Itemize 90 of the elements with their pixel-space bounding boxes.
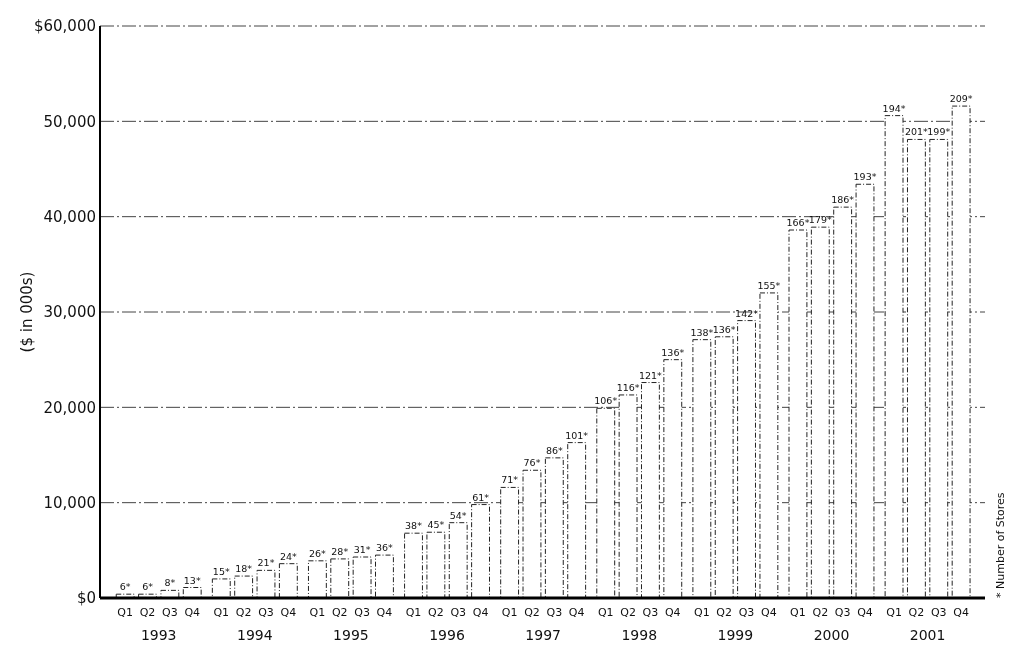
x-tick-label: Q2	[812, 606, 829, 619]
annotation: 179*	[808, 214, 832, 226]
annotation: 155*	[757, 279, 781, 291]
text: 1996	[429, 627, 465, 643]
x-tick-label: Q1	[213, 606, 230, 619]
y-axis-title: ($ in 000s)	[18, 271, 36, 353]
annotation: 166*	[786, 217, 810, 229]
annotation: 86*	[545, 444, 563, 456]
x-tick-label: Q4	[472, 606, 489, 619]
x-tick-label: Q2	[620, 606, 636, 619]
text: 1995	[333, 627, 369, 643]
x-tick-label: Q4	[953, 606, 969, 619]
x-tick-label: Q1	[309, 606, 326, 619]
x-tick-label: Q1	[405, 606, 422, 619]
annotation: 24*	[279, 550, 298, 562]
annotation: 193*	[853, 171, 877, 183]
annotation: 31*	[353, 544, 371, 556]
x-tick-label: Q2	[908, 606, 925, 619]
text: * Number of Stores	[994, 492, 1007, 598]
x-tick-label: Q2	[716, 606, 733, 619]
x-tick-label: Q2	[331, 606, 348, 619]
annotation: 38*	[405, 520, 423, 532]
x-tick-label: Q2	[235, 606, 252, 619]
annotation: 136*	[712, 323, 736, 335]
x-tick-label: Q3	[642, 606, 659, 619]
text: 1997	[525, 627, 561, 643]
x-tick-label: Q2	[139, 606, 156, 619]
text: 2000	[813, 627, 850, 643]
x-tick-label: Q4	[761, 606, 777, 619]
annotation: 8*	[164, 577, 176, 589]
text: 1994	[236, 627, 273, 643]
x-tick-label: Q3	[738, 606, 755, 619]
annotation: 45*	[427, 519, 445, 531]
x-tick-label: Q4	[376, 606, 393, 619]
x-tick-label: Q3	[930, 606, 947, 619]
x-tick-label: Q3	[546, 606, 563, 619]
annotation: 76*	[523, 457, 541, 469]
text: 1998	[621, 627, 658, 643]
y-tick-label: $60,000	[33, 17, 96, 36]
annotation: 201*	[904, 126, 929, 138]
x-tick-label: Q3	[162, 606, 178, 619]
x-tick-label: Q1	[501, 606, 518, 619]
y-tick-label: 40,000	[43, 207, 96, 226]
annotation: 209*	[949, 93, 973, 105]
text: 2001	[909, 627, 946, 643]
x-tick-label: Q1	[886, 606, 902, 619]
x-tick-label: Q4	[857, 606, 873, 619]
annotation: 138*	[690, 326, 714, 338]
annotation: 13*	[183, 574, 201, 586]
x-tick-label: Q2	[428, 606, 444, 619]
annotation: 6*	[119, 581, 131, 593]
annotation: 54*	[449, 509, 467, 521]
annotation: 116*	[616, 381, 640, 393]
x-tick-label: Q1	[790, 606, 806, 619]
annotation: 142*	[735, 307, 759, 319]
annotation: 15*	[212, 565, 230, 577]
x-tick-label: Q1	[117, 606, 134, 619]
annotation: 61*	[472, 491, 490, 503]
annotation: 121*	[638, 369, 663, 381]
annotation: 101*	[565, 429, 589, 441]
x-tick-label: Q4	[664, 606, 681, 619]
x-tick-label: Q4	[184, 606, 201, 619]
text: 1993	[140, 627, 177, 643]
annotation: 6*	[142, 581, 154, 593]
x-tick-label: Q3	[258, 606, 274, 619]
x-tick-label: Q1	[597, 606, 614, 619]
annotation: 71*	[501, 474, 519, 486]
x-tick-label: Q3	[450, 606, 467, 619]
y-tick-label: 50,000	[43, 112, 96, 131]
x-tick-label: Q3	[834, 606, 851, 619]
annotation: 36*	[376, 542, 394, 554]
x-tick-label: Q4	[280, 606, 297, 619]
x-tick-label: Q4	[568, 606, 585, 619]
annotation: 26*	[308, 547, 327, 559]
text: 1999	[717, 627, 754, 643]
annotation: 136*	[661, 346, 685, 358]
x-tick-label: Q1	[694, 606, 710, 619]
x-tick-label: Q2	[524, 606, 540, 619]
y-tick-label: 20,000	[43, 398, 96, 417]
y-tick-label: 10,000	[43, 493, 96, 512]
y-tick-label: 30,000	[43, 303, 96, 322]
annotation: 194*	[882, 102, 906, 114]
y-tick-label: $0	[76, 589, 96, 608]
annotation: 28*	[331, 545, 349, 557]
annotation: 186*	[831, 194, 855, 206]
annotation: 106*	[594, 395, 618, 407]
annotation: 18*	[235, 563, 253, 575]
annotation: 21*	[257, 557, 275, 569]
annotation: 199*	[927, 126, 951, 138]
x-tick-label: Q3	[354, 606, 370, 619]
